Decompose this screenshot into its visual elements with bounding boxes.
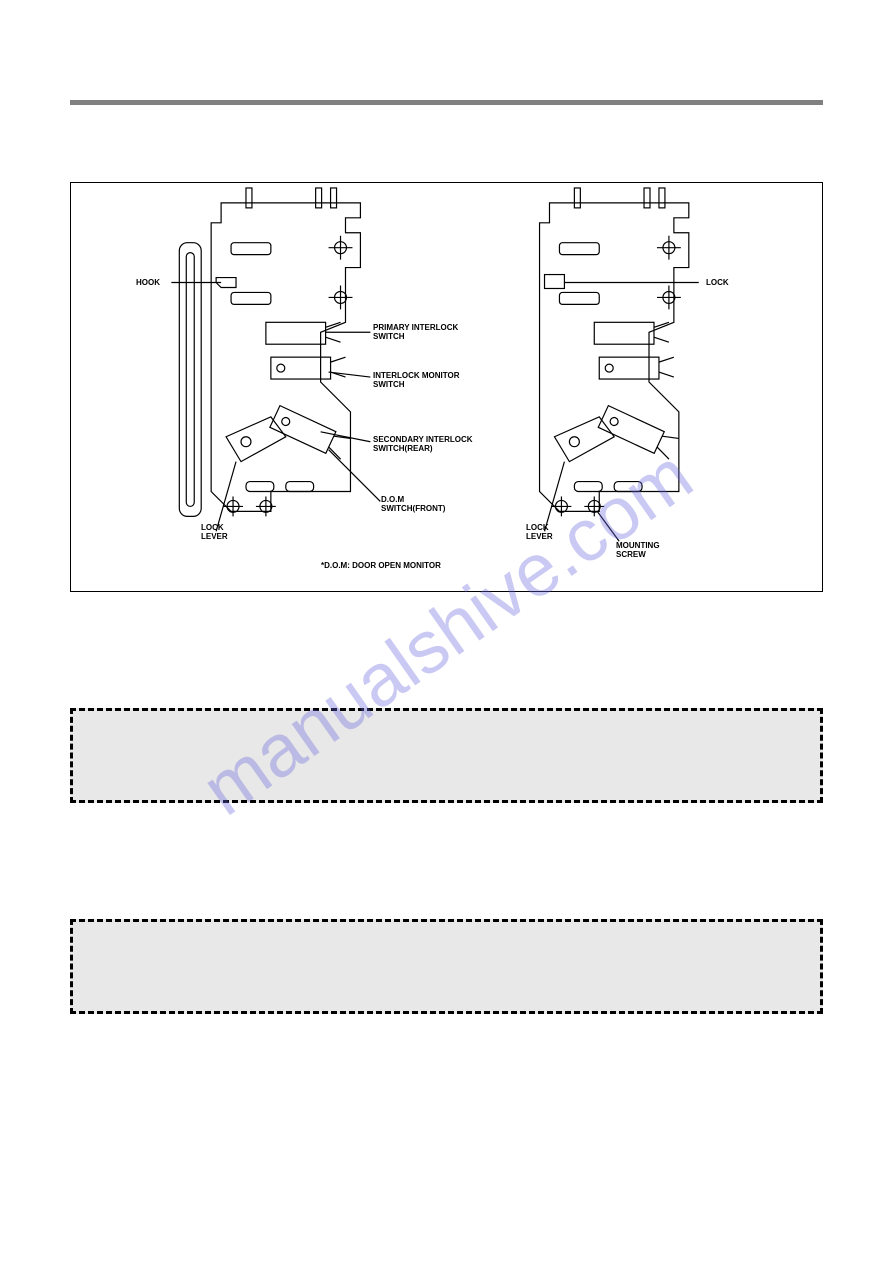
warning-box-5-1: WARNING: When replacing the door open mo…: [70, 708, 823, 803]
label-hook: HOOK: [136, 278, 160, 287]
section-5-1: 5.1. door open monitor switch 1. Remove …: [70, 622, 823, 803]
label-secondary-interlock: SECONDARY INTERLOCK SWITCH(REAR): [373, 435, 473, 453]
warning-box-5-2: WARNING: When replacing the primary inte…: [70, 919, 823, 1014]
label-interlock-monitor: INTERLOCK MONITOR SWITCH: [373, 371, 460, 389]
label-dom-switch: D.O.M SWITCH(FRONT): [381, 495, 445, 513]
diagram-container: HOOK LOCK LEVER PRIMARY INTERLOCK SWITCH…: [70, 182, 823, 592]
warning-text-5-2: When replacing the primary interlock swi…: [91, 958, 802, 997]
warning-title-5-1: WARNING:: [91, 725, 802, 741]
step-5-1-2: 2. Pull out the door open monitor switch…: [70, 677, 823, 697]
step-5-2-2: 2. Pull out the switches from door hook …: [70, 888, 823, 908]
label-mounting-screw: MOUNTING SCREW: [616, 541, 660, 559]
header-row: NE-1027/1037/1047/1057 DISASSEMBLY AND A…: [70, 113, 823, 129]
label-lock-lever-right: LOCK LEVER: [526, 523, 553, 541]
label-lock-lever-left: LOCK LEVER: [201, 523, 228, 541]
heading-5-1: 5.1. door open monitor switch: [70, 622, 823, 639]
heading-5-2: 5.2. primary and secondary interlock swi…: [70, 833, 823, 850]
section-5-2: 5.2. primary and secondary interlock swi…: [70, 833, 823, 1014]
warning-text-5-1: When replacing the door open monitor swi…: [91, 747, 802, 786]
figure-caption: Figure 12: [70, 159, 823, 174]
header-model: NE-1027/1037/1047/1057: [70, 113, 230, 129]
warning-title-5-2: WARNING:: [91, 936, 802, 952]
header-rule: [70, 100, 823, 105]
step-5-1-1: 1. Remove the door hook bracket assembly…: [70, 649, 823, 669]
label-dom-note: *D.O.M: DOOR OPEN MONITOR: [321, 561, 441, 570]
header-section-title: DISASSEMBLY AND ASSEMBLY: [610, 113, 823, 129]
step-5-2-1: 1. Remove the door hook bracket assembly…: [70, 860, 823, 880]
label-primary-interlock: PRIMARY INTERLOCK SWITCH: [373, 323, 458, 341]
label-lock: LOCK: [706, 278, 729, 287]
page-number: 27: [439, 1218, 453, 1233]
